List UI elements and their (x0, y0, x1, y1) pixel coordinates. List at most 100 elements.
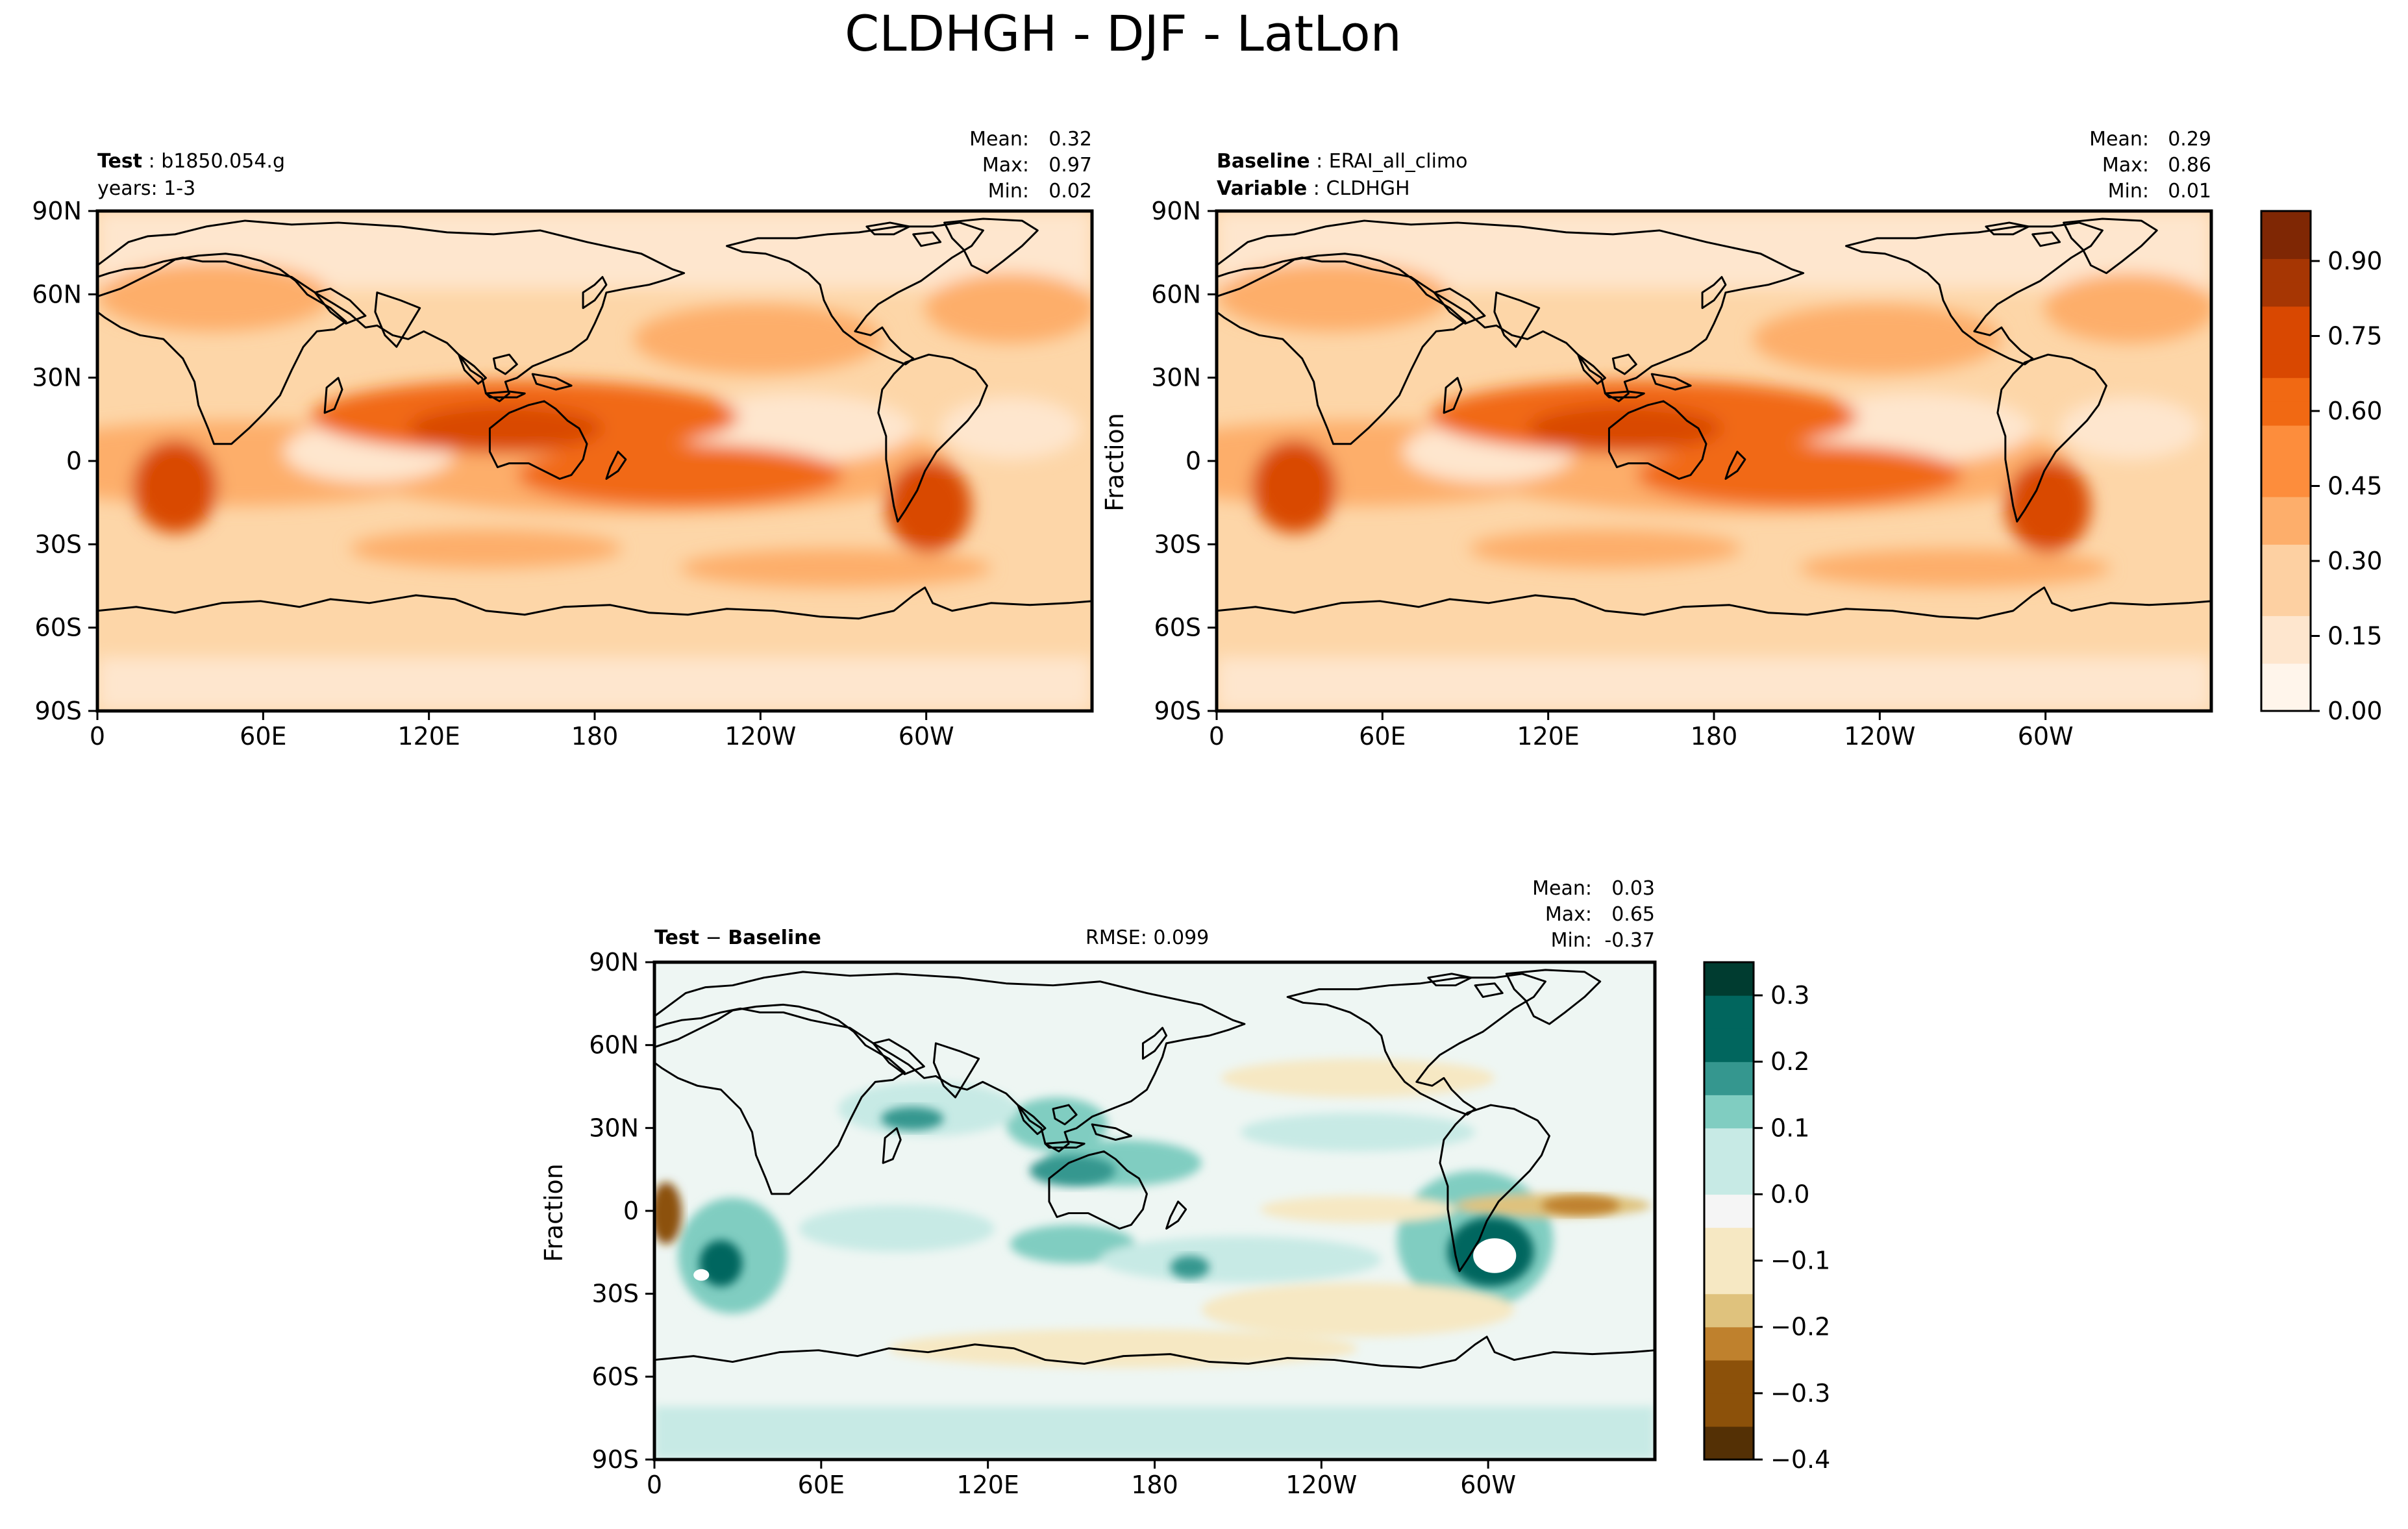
colorbar-segment (2261, 330, 2311, 354)
diff-mean-label: Mean: (1532, 877, 1592, 900)
y-tick-label: 30N (589, 1113, 639, 1142)
x-tick-label: 120W (725, 722, 796, 751)
colorbar-segment (2261, 234, 2311, 259)
colorbar-tick-label: −0.2 (1770, 1313, 1830, 1341)
colorbar-tick-label: 0.90 (2327, 247, 2383, 275)
colorbar-segment (1704, 1128, 1754, 1162)
colorbar-segment (1704, 1360, 1754, 1394)
colorbar-segment (2261, 497, 2311, 521)
colorbar-segment (1704, 1393, 1754, 1427)
colorbar-tick-label: −0.1 (1770, 1247, 1830, 1275)
diff-min-label: Min: (1551, 929, 1592, 952)
baseline-mean-label: Mean: (2089, 128, 2149, 151)
y-tick-label: 90N (589, 948, 639, 976)
colorbar-segment (2261, 663, 2311, 688)
colorbar-segment (1704, 1426, 1754, 1460)
test-mean-label: Mean: (969, 128, 1029, 151)
colorbar-tick-label: 0.00 (2327, 697, 2383, 725)
x-tick-label: 0 (647, 1471, 662, 1499)
x-tick-label: 60E (798, 1471, 845, 1499)
colorbar-tick-label: 0.0 (1770, 1180, 1809, 1208)
x-tick-label: 0 (90, 722, 105, 751)
baseline-panel: Baseline : ERAI_all_climo Variable : CLD… (1100, 128, 2383, 751)
colorbar-segment (2261, 591, 2311, 616)
diff-max-label: Max: (1545, 903, 1592, 926)
y-tick-label: 60S (592, 1362, 639, 1391)
test-max-label: Max: (982, 154, 1029, 177)
colorbar-tick-label: −0.3 (1770, 1379, 1830, 1408)
colorbar-segment (2261, 449, 2311, 473)
colorbar-segment (1704, 962, 1754, 996)
diff-map (654, 962, 1655, 1460)
diff-min-value: -0.37 (1604, 929, 1655, 952)
colorbar-tick-label: 0.75 (2327, 322, 2383, 351)
colorbar-segment (1704, 1028, 1754, 1062)
y-tick-label: 30S (592, 1280, 639, 1308)
diff-mean-value: 0.03 (1611, 877, 1655, 900)
y-tick-label: 0 (623, 1197, 639, 1225)
x-tick-label: 60W (1460, 1471, 1516, 1499)
x-tick-label: 180 (1131, 1471, 1178, 1499)
colorbar-segment (2261, 377, 2311, 402)
colorbar-segment (2261, 544, 2311, 569)
x-tick-label: 60E (1359, 722, 1406, 751)
colorbar-segment (2261, 568, 2311, 593)
test-min-label: Min: (988, 180, 1029, 203)
baseline-min-label: Min: (2108, 180, 2149, 203)
test-max-value: 0.97 (1049, 154, 1092, 177)
colorbar-tick-label: 0.3 (1770, 981, 1809, 1010)
y-tick-label: 60N (1151, 280, 1201, 308)
y-tick-label: 60N (589, 1031, 639, 1060)
y-tick-label: 90S (1154, 697, 1201, 725)
colorbar-segment (1704, 1260, 1754, 1295)
test-panel: Test : b1850.054.g years: 1-3 Mean: 0.32… (32, 128, 1094, 751)
baseline-name-label: Baseline : ERAI_all_climo (1217, 150, 1468, 173)
diff-rmse: RMSE: 0.099 (1086, 926, 1209, 949)
y-tick-label: 60S (35, 614, 82, 642)
y-tick-label: 90N (1151, 197, 1201, 225)
colorbar-tick-label: −0.4 (1770, 1445, 1830, 1474)
colorbar-segment (2261, 473, 2311, 497)
colorbar-frame (2260, 210, 2312, 712)
colorbar-segment (2261, 425, 2311, 450)
baseline-max-value: 0.86 (2168, 154, 2211, 177)
colorbar-segment (2261, 282, 2311, 307)
y-tick-label: 30S (1154, 530, 1201, 558)
colorbar-segment (2261, 687, 2311, 712)
x-tick-label: 120E (956, 1471, 1019, 1499)
colorbar-segment (1704, 1326, 1754, 1361)
test-map (97, 211, 1092, 711)
y-tick-label: 30N (32, 364, 82, 392)
x-tick-label: 120E (1517, 722, 1580, 751)
colorbar-segment (2261, 640, 2311, 664)
y-tick-label: 0 (66, 447, 82, 475)
colorbar-segment (1704, 1062, 1754, 1095)
colorbar-segment (2261, 258, 2311, 283)
y-tick-label: 60S (1154, 614, 1201, 642)
baseline-min-value: 0.01 (2168, 180, 2211, 203)
colorbar-segment (2261, 520, 2311, 545)
test-mean-value: 0.32 (1049, 128, 1092, 151)
test-years-text: years: 1-3 (97, 177, 195, 200)
colorbar-tick-label: 0.30 (2327, 547, 2383, 575)
colorbar-segment (1704, 1161, 1754, 1195)
diff-max-value: 0.65 (1611, 903, 1655, 926)
x-tick-label: 180 (1691, 722, 1738, 751)
y-tick-label: 30S (35, 530, 82, 558)
x-tick-label: 0 (1209, 722, 1224, 751)
x-tick-label: 120W (1285, 1471, 1357, 1499)
y-tick-label: 60N (32, 280, 82, 308)
colorbar-segment (1704, 1227, 1754, 1262)
test-name-label: Test : b1850.054.g (97, 150, 285, 173)
y-tick-label: 90S (35, 697, 82, 725)
baseline-y-axis-label: Fraction (1100, 413, 1129, 512)
diff-panel: Test − Baseline RMSE: 0.099 Mean: 0.03 M… (540, 877, 1830, 1499)
colorbar-segment (1704, 995, 1754, 1029)
diff-y-axis-label: Fraction (540, 1163, 568, 1262)
baseline-mean-value: 0.29 (2168, 128, 2211, 151)
colorbar-frame (1703, 961, 1755, 1461)
baseline-map (1217, 211, 2211, 711)
test-min-value: 0.02 (1049, 180, 1092, 203)
diff-title: Test − Baseline (654, 926, 821, 949)
